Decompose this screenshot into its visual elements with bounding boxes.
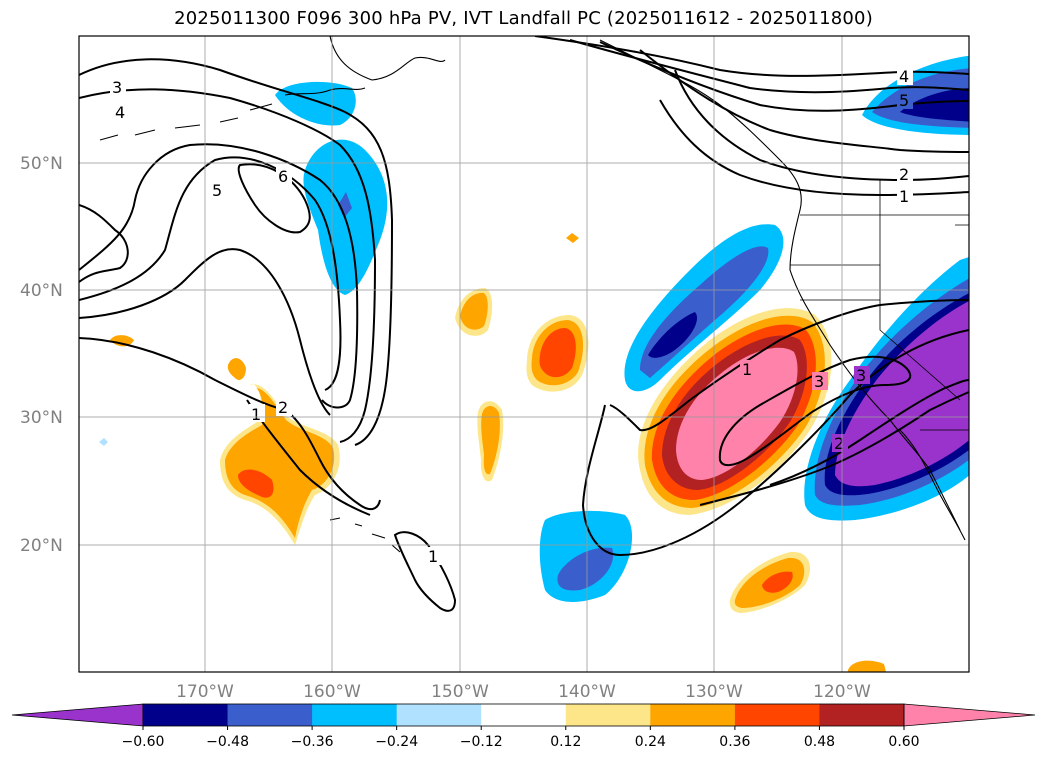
plot-title: 2025011300 F096 300 hPa PV, IVT Landfall… xyxy=(174,8,873,29)
latitude-labels: 50°N 40°N 30°N 20°N xyxy=(20,154,63,556)
shade-red-165w xyxy=(238,469,274,498)
contour-label-2c: 2 xyxy=(834,434,844,453)
lat-label-30n: 30°N xyxy=(20,408,63,428)
coastline-bc xyxy=(599,39,961,531)
colorbar: −0.60 −0.48 −0.36 −0.24 −0.12 0.12 0.24 0.36 0.4… xyxy=(11,703,1036,750)
shade-blue-alaska-top xyxy=(275,81,356,126)
contour-label-1ne: 1 xyxy=(899,187,909,206)
coastline-alaska xyxy=(284,36,446,96)
contour-label-2w: 2 xyxy=(278,398,288,417)
contour-label-2ne: 2 xyxy=(899,165,909,184)
contour-ne-top xyxy=(534,36,969,77)
colorbar-segment xyxy=(565,704,651,726)
colorbar-tick-label: 0.36 xyxy=(719,734,750,750)
contour-label-1c: 1 xyxy=(742,360,752,379)
contour-hawaii-1 xyxy=(393,531,457,612)
colorbar-tick-label: −0.12 xyxy=(460,734,503,750)
contour-label-1w: 1 xyxy=(251,405,261,424)
contour-label-6w: 6 xyxy=(278,167,288,186)
shade-pink-core xyxy=(676,347,798,480)
colorbar-tick-label: −0.60 xyxy=(122,734,165,750)
shade-orange-150w-in xyxy=(460,292,488,330)
colorbar-segment xyxy=(734,704,820,726)
lat-label-50n: 50°N xyxy=(20,154,63,174)
colorbar-tick-label: 0.60 xyxy=(888,734,919,750)
contour-labels: 3 4 5 6 2 1 1 1 3 2 3 4 5 2 1 xyxy=(110,67,913,566)
shade-red-145w-r xyxy=(539,328,576,378)
shade-blue-ne-inner xyxy=(900,88,969,122)
shade-red-128w xyxy=(762,571,793,593)
colorbar-segment xyxy=(227,704,313,726)
shading-layer xyxy=(99,55,969,672)
contour-label-5ne: 5 xyxy=(899,91,909,110)
colorbar-segment xyxy=(819,704,905,726)
lat-label-40n: 40°N xyxy=(20,281,63,301)
contour-w4 xyxy=(79,88,377,443)
lon-label-130w: 130°W xyxy=(685,682,743,702)
contour-label-3c: 3 xyxy=(814,372,824,391)
shade-orange-173w xyxy=(227,358,246,380)
colorbar-frame xyxy=(142,703,905,727)
contour-w3 xyxy=(79,58,394,446)
contour-c1-inner xyxy=(609,299,969,432)
political-borders xyxy=(790,180,969,431)
border-ca-nv xyxy=(879,300,961,401)
shade-blue-tiny xyxy=(99,438,108,446)
colorbar-segment xyxy=(396,704,482,726)
map-frame xyxy=(78,35,970,673)
shade-orange-165w xyxy=(225,388,335,538)
colorbar-tick-label: −0.36 xyxy=(291,734,334,750)
gridlines xyxy=(79,36,969,672)
lon-label-120w: 120°W xyxy=(813,682,871,702)
shade-orange-bottom xyxy=(848,660,886,672)
shade-orange-177w xyxy=(110,335,134,347)
coastline-baja xyxy=(899,429,966,541)
colorbar-segment xyxy=(143,704,229,726)
shade-blue-140w-inner xyxy=(557,547,614,591)
lon-label-170w: 170°W xyxy=(176,682,234,702)
shade-blue-135w-inner xyxy=(648,312,698,358)
coastline-aleutians xyxy=(99,103,273,141)
colorbar-tick-label: −0.24 xyxy=(375,734,418,750)
colorbar-tick-label: 0.12 xyxy=(550,734,581,750)
contour-w-inner xyxy=(79,204,129,283)
lon-label-160w: 160°W xyxy=(303,682,361,702)
contour-label-3c-east: 3 xyxy=(856,366,866,385)
colorbar-tick-label: 0.48 xyxy=(804,734,835,750)
lon-label-140w: 140°W xyxy=(558,682,616,702)
contour-ne-2 xyxy=(639,49,969,153)
contour-label-4ne: 4 xyxy=(899,67,909,86)
contour-ne-4 xyxy=(569,39,969,94)
contour-w4b xyxy=(79,248,331,416)
contour-label-4w: 4 xyxy=(115,103,125,122)
colorbar-tick-label: 0.24 xyxy=(635,734,666,750)
colorbar-tick-label: −0.48 xyxy=(206,734,249,750)
contour-label-1hi: 1 xyxy=(428,547,438,566)
contour-label-3w: 3 xyxy=(112,78,122,97)
colorbar-segment xyxy=(481,704,567,726)
contour-c3 xyxy=(718,355,912,466)
contour-ne-low xyxy=(659,99,969,197)
colorbar-extend-max xyxy=(903,703,1036,727)
contour-ne-1 xyxy=(674,69,969,182)
contour-c-outer xyxy=(699,391,969,506)
longitude-labels: 170°W 160°W 150°W 140°W 130°W 120°W xyxy=(176,682,871,702)
lat-label-20n: 20°N xyxy=(20,536,63,556)
coastlines xyxy=(99,36,966,553)
contour-c2 xyxy=(769,379,969,486)
contour-w5 xyxy=(79,143,359,409)
coastline-hawaii xyxy=(329,517,401,553)
lon-label-150w: 150°W xyxy=(431,682,489,702)
colorbar-extend-min xyxy=(11,703,144,727)
contour-label-5w: 5 xyxy=(212,181,222,200)
shade-purple-coast xyxy=(835,301,969,487)
shade-orange-tiny xyxy=(566,233,579,243)
colorbar-segment xyxy=(650,704,736,726)
border-id xyxy=(879,180,969,226)
colorbar-segment xyxy=(312,704,398,726)
shade-orange-148w-in xyxy=(481,406,500,475)
